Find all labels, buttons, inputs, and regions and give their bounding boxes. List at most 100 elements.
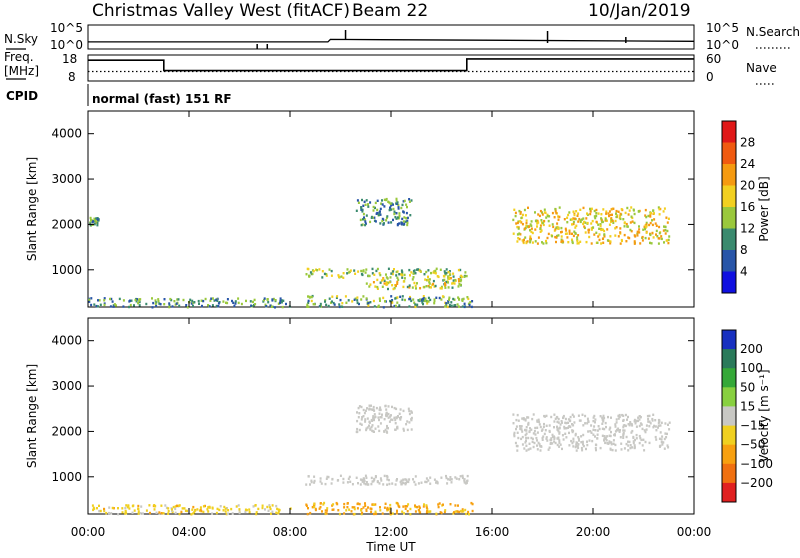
echo-cell	[617, 235, 620, 238]
colorbar-segment	[722, 250, 736, 272]
x-tick-label: 00:00	[677, 525, 712, 539]
cpid-value: normal (fast) 151 RF	[92, 92, 232, 106]
echo-cell	[378, 429, 381, 433]
echo-cell	[444, 283, 447, 287]
echo-cell	[607, 442, 610, 445]
echo-cell	[154, 505, 157, 508]
echo-cell	[568, 232, 571, 235]
echo-cell	[580, 435, 583, 438]
echo-cell	[537, 221, 540, 224]
echo-cell	[375, 406, 378, 410]
echo-cell	[419, 511, 422, 514]
echo-cell	[603, 437, 606, 441]
echo-cell	[414, 272, 417, 275]
echo-cell	[621, 413, 624, 417]
echo-cell	[604, 218, 607, 221]
echo-cell	[361, 416, 364, 419]
echo-cell	[604, 441, 607, 445]
echo-cell	[272, 297, 275, 301]
echo-cell	[396, 415, 399, 418]
echo-cell	[386, 277, 389, 280]
echo-cell	[382, 296, 385, 300]
echo-cell	[548, 430, 551, 433]
echo-cell	[553, 413, 556, 416]
echo-cell	[518, 232, 521, 235]
echo-cell	[538, 420, 541, 424]
echo-cell	[374, 475, 377, 478]
echo-cell	[437, 505, 440, 509]
echo-cell	[532, 445, 535, 449]
echo-cell	[332, 503, 335, 506]
echo-cell	[447, 478, 450, 481]
echo-cell	[623, 221, 626, 224]
echo-cell	[408, 421, 411, 424]
echo-cell	[523, 227, 526, 230]
echo-cell	[442, 279, 445, 282]
x-tick-label: 04:00	[172, 525, 207, 539]
x-tick-label: 12:00	[374, 525, 409, 539]
echo-cell	[382, 483, 385, 486]
echo-cell	[313, 481, 316, 484]
echo-cell	[654, 222, 657, 225]
echo-cell	[381, 512, 384, 515]
echo-cell	[271, 298, 274, 301]
echo-cell	[663, 447, 666, 450]
echo-cell	[400, 221, 403, 225]
power-colorbar-label: Power [dB]	[757, 176, 771, 241]
echo-cell	[554, 441, 557, 445]
echo-cell	[372, 479, 375, 483]
echo-cell	[407, 480, 410, 484]
echo-cell	[449, 478, 452, 481]
echo-cell	[360, 269, 363, 273]
echo-cell	[95, 304, 98, 308]
echo-cell	[356, 199, 359, 202]
echo-cell	[396, 301, 399, 304]
echo-cell	[307, 305, 310, 308]
echo-cell	[371, 424, 374, 427]
power-ylabel: Slant Range [km]	[25, 157, 39, 261]
echo-cell	[398, 216, 401, 219]
colorbar-segment	[722, 142, 736, 165]
echo-cell	[519, 220, 522, 223]
freq-right-tick-bottom: 0	[706, 70, 714, 84]
echo-cell	[193, 301, 196, 304]
echo-cell	[196, 508, 199, 511]
echo-cell	[368, 285, 371, 288]
echo-cell	[443, 278, 446, 282]
echo-cell	[605, 210, 608, 213]
echo-cell	[622, 414, 625, 417]
echo-cell	[640, 438, 643, 442]
echo-cell	[211, 297, 214, 300]
echo-cell	[115, 304, 117, 307]
echo-cell	[435, 267, 438, 270]
echo-cell	[589, 207, 591, 211]
echo-cell	[592, 433, 595, 436]
echo-cell	[400, 483, 403, 486]
echo-cell	[605, 439, 608, 442]
echo-cell	[531, 241, 534, 244]
echo-cell	[409, 214, 412, 217]
echo-cell	[545, 216, 548, 219]
echo-cell	[374, 510, 377, 513]
echo-cell	[603, 435, 606, 438]
echo-cell	[387, 478, 390, 482]
echo-cell	[610, 430, 612, 434]
echo-cell	[536, 448, 539, 451]
echo-cell	[145, 509, 148, 512]
echo-cell	[560, 240, 563, 243]
echo-cell	[585, 217, 588, 220]
echo-cell	[398, 273, 401, 276]
echo-cell	[174, 507, 177, 511]
echo-cell	[538, 443, 541, 446]
echo-cell	[517, 419, 520, 422]
echo-cell	[348, 508, 351, 511]
echo-cell	[372, 408, 374, 411]
echo-cell	[379, 509, 382, 512]
echo-cell	[410, 271, 413, 274]
echo-cell	[383, 205, 386, 208]
echo-cell	[384, 300, 386, 303]
echo-cell	[612, 439, 615, 442]
echo-cell	[448, 296, 451, 299]
echo-cell	[433, 302, 436, 305]
